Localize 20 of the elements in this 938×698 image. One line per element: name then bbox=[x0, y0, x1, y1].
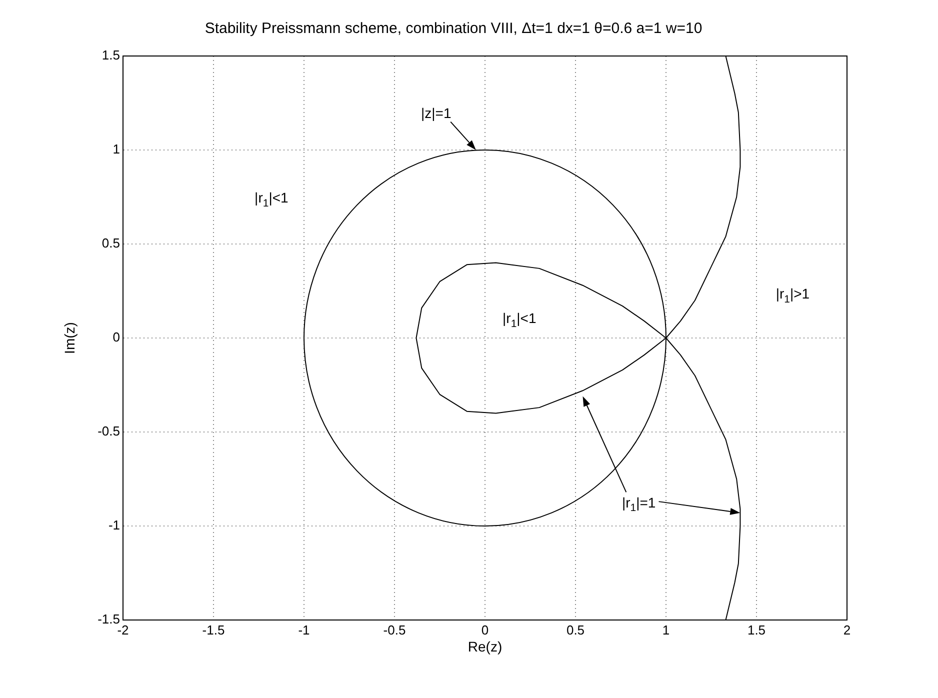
x-tick-label: -0.5 bbox=[383, 622, 406, 638]
x-tick-label: 1 bbox=[662, 622, 670, 638]
chart-title: Stability Preissmann scheme, combination VIII, Δt=1 dx=1 θ=0.6 a=1 w=10 bbox=[204, 20, 702, 38]
x-tick-label: 2 bbox=[843, 622, 851, 638]
x-tick-label: -1.5 bbox=[202, 622, 225, 638]
y-axis-title: Im(z) bbox=[61, 322, 78, 354]
y-tick-label: 1 bbox=[112, 142, 120, 157]
y-tick-label: -1 bbox=[108, 518, 120, 533]
annotation: |z|=1 bbox=[421, 105, 452, 122]
y-tick-label: 1.5 bbox=[102, 48, 120, 63]
x-tick-label: 0 bbox=[481, 622, 489, 638]
x-tick-label: -2 bbox=[117, 622, 129, 638]
y-tick-label: 0.5 bbox=[102, 236, 120, 251]
y-tick-label: -0.5 bbox=[98, 424, 120, 439]
x-axis-title: Re(z) bbox=[468, 638, 502, 654]
x-tick-label: 0.5 bbox=[566, 622, 585, 638]
y-tick-label: -1.5 bbox=[98, 612, 120, 627]
y-tick-label: 0 bbox=[112, 330, 120, 345]
x-tick-label: -1 bbox=[298, 622, 310, 638]
x-tick-label: 1.5 bbox=[747, 622, 766, 638]
